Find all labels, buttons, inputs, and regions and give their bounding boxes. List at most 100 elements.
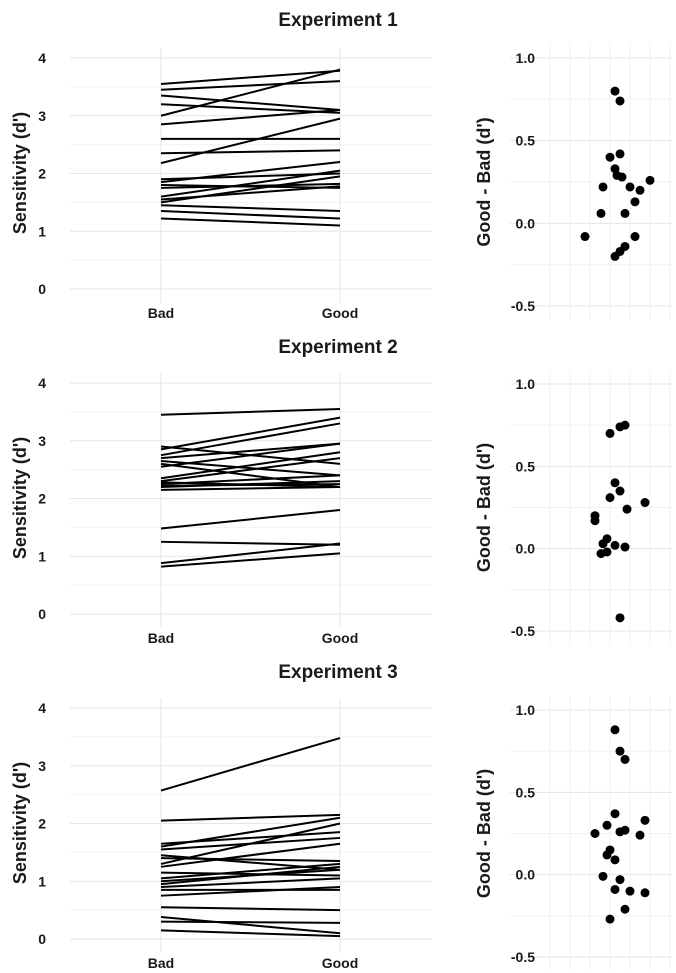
subject-line bbox=[160, 877, 341, 889]
y-axis-title: Sensitivity (d') bbox=[10, 437, 30, 559]
subject-line bbox=[160, 813, 341, 822]
x-tick-label: Bad bbox=[148, 955, 174, 971]
difference-point bbox=[590, 829, 600, 838]
subject-line bbox=[160, 920, 341, 924]
y-tick-label: 0 bbox=[38, 281, 46, 297]
subject-line bbox=[160, 886, 341, 897]
y-tick-label: 0.0 bbox=[516, 541, 536, 557]
subject-line bbox=[160, 485, 341, 491]
subject-line bbox=[160, 68, 341, 117]
y-tick-label: 0.5 bbox=[516, 458, 536, 474]
y-tick-label: 4 bbox=[38, 50, 46, 66]
subject-line bbox=[160, 737, 341, 792]
subject-line bbox=[160, 204, 341, 213]
y-tick-label: -0.5 bbox=[511, 623, 535, 639]
difference-point bbox=[615, 613, 625, 623]
subject-line bbox=[160, 906, 341, 912]
x-tick-label: Bad bbox=[148, 305, 174, 321]
y-tick-label: 2 bbox=[38, 491, 46, 507]
difference-point bbox=[630, 232, 640, 242]
difference-point bbox=[620, 208, 630, 218]
subject-line bbox=[160, 842, 341, 868]
difference-point bbox=[610, 86, 620, 96]
difference-point bbox=[615, 422, 625, 432]
y-tick-label: 3 bbox=[38, 758, 46, 774]
difference-point bbox=[602, 820, 612, 830]
difference-point bbox=[610, 478, 620, 488]
subject-line bbox=[160, 480, 341, 488]
y-tick-label: 1 bbox=[38, 223, 46, 239]
difference-point bbox=[605, 493, 615, 503]
subject-line bbox=[160, 929, 341, 938]
difference-point bbox=[602, 850, 612, 860]
difference-point bbox=[635, 830, 645, 840]
difference-point bbox=[610, 809, 620, 819]
difference-point bbox=[596, 208, 606, 218]
difference-point bbox=[615, 746, 625, 756]
difference-point bbox=[598, 539, 608, 549]
y-tick-label: 4 bbox=[38, 700, 46, 716]
x-tick-label: Good bbox=[322, 955, 359, 971]
panel-title: Experiment 3 bbox=[278, 662, 397, 683]
subject-line bbox=[160, 442, 341, 460]
difference-point bbox=[617, 172, 627, 182]
difference-point bbox=[605, 428, 615, 438]
subject-line bbox=[160, 862, 341, 880]
y-tick-label: 1.0 bbox=[516, 50, 536, 66]
difference-point bbox=[596, 549, 606, 559]
y-tick-label: 4 bbox=[38, 375, 46, 391]
subject-line bbox=[160, 160, 341, 184]
subject-line bbox=[160, 916, 341, 935]
difference-point bbox=[605, 152, 615, 162]
difference-point bbox=[620, 754, 630, 764]
difference-point bbox=[640, 498, 650, 508]
experiment-panel: Experiment 1 0 1 2 3 4 Bad Good Sensitivity (d')… bbox=[10, 10, 672, 321]
subject-line bbox=[160, 94, 341, 111]
subject-line bbox=[160, 117, 341, 165]
difference-point bbox=[610, 884, 620, 894]
subject-line bbox=[160, 865, 341, 886]
y-tick-label: 0.5 bbox=[516, 133, 536, 149]
difference-point bbox=[615, 875, 625, 885]
y-tick-label: -0.5 bbox=[511, 298, 535, 314]
subject-line bbox=[160, 542, 341, 565]
difference-point bbox=[640, 888, 650, 898]
subject-line bbox=[160, 80, 341, 91]
y-tick-label: 0.0 bbox=[516, 867, 536, 883]
y-tick-label: 3 bbox=[38, 433, 46, 449]
difference-point bbox=[598, 182, 608, 192]
y-tick-label: 1 bbox=[38, 548, 46, 564]
y-axis-title: Good - Bad (d') bbox=[474, 117, 494, 246]
subject-line bbox=[160, 871, 341, 877]
difference-point bbox=[622, 504, 632, 514]
subject-line bbox=[160, 416, 341, 451]
y-tick-label: 1.0 bbox=[516, 702, 536, 718]
subject-line bbox=[160, 69, 341, 85]
subject-line bbox=[160, 451, 341, 480]
subject-line bbox=[160, 442, 341, 468]
difference-point bbox=[635, 185, 645, 195]
y-tick-label: 0.0 bbox=[516, 215, 536, 231]
difference-point bbox=[605, 914, 615, 924]
difference-point bbox=[598, 871, 608, 881]
difference-point bbox=[615, 827, 625, 837]
panel-title: Experiment 2 bbox=[278, 337, 397, 358]
difference-point bbox=[640, 815, 650, 825]
difference-point bbox=[620, 542, 630, 552]
difference-point bbox=[645, 175, 655, 185]
subject-line bbox=[160, 149, 341, 155]
subject-line bbox=[160, 407, 341, 416]
subject-line bbox=[160, 552, 341, 568]
subject-line bbox=[160, 816, 341, 848]
y-axis-title: Sensitivity (d') bbox=[10, 112, 30, 234]
subject-line bbox=[160, 422, 341, 457]
panel-title: Experiment 1 bbox=[278, 10, 398, 31]
x-tick-label: Bad bbox=[148, 630, 174, 646]
difference-point bbox=[580, 232, 590, 242]
y-tick-label: 0 bbox=[38, 931, 46, 947]
y-tick-label: 0 bbox=[38, 606, 46, 622]
experiment-panel: Experiment 2 0 1 2 3 4 Bad Good Sensitivity (d')… bbox=[10, 337, 672, 646]
difference-point bbox=[630, 197, 640, 207]
subject-line bbox=[160, 169, 341, 198]
difference-point bbox=[615, 96, 625, 106]
